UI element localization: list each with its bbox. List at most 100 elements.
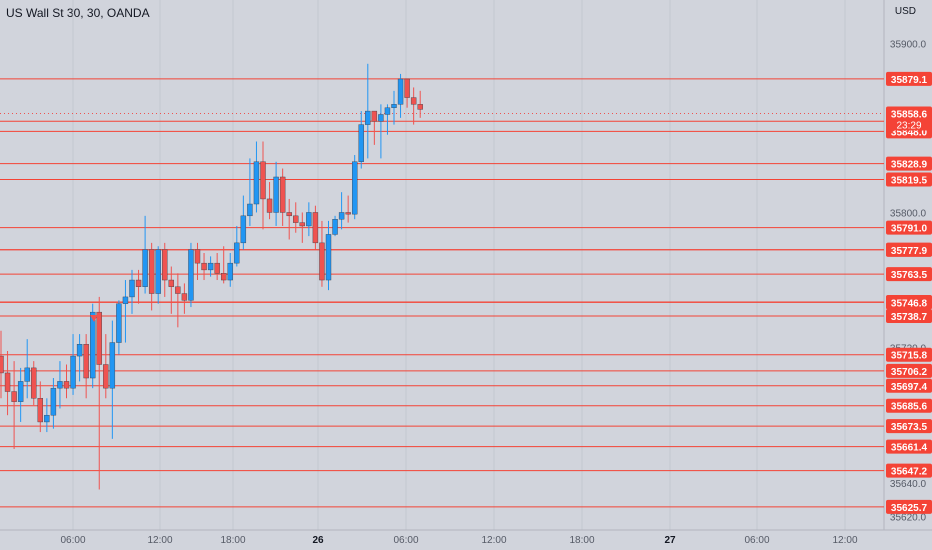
candle-body bbox=[57, 381, 63, 389]
price-axis[interactable]: 35900.035800.035720.035660.035640.035620… bbox=[886, 40, 932, 524]
candle-body bbox=[279, 176, 286, 213]
level-label-bg bbox=[886, 463, 932, 478]
time-label: 18:00 bbox=[569, 535, 594, 546]
time-label: 06:00 bbox=[744, 535, 769, 546]
level-label-bg bbox=[886, 172, 932, 187]
candle-body bbox=[116, 303, 122, 343]
level-label: 35647.2 bbox=[891, 467, 928, 478]
price-tick: 35620.0 bbox=[890, 513, 927, 524]
level-label: 35673.5 bbox=[891, 422, 928, 433]
candle-body bbox=[207, 262, 214, 271]
price-tick: 35900.0 bbox=[890, 40, 927, 51]
candle-body bbox=[142, 249, 148, 287]
level-label: 35625.7 bbox=[891, 503, 928, 514]
candle-body bbox=[404, 78, 410, 98]
candle-body bbox=[148, 249, 155, 294]
candle-body bbox=[63, 381, 70, 389]
candle-body bbox=[17, 381, 24, 402]
level-label: 35697.4 bbox=[891, 382, 928, 393]
candle-body bbox=[260, 161, 266, 200]
candle-body bbox=[175, 286, 181, 294]
candle-body bbox=[227, 262, 233, 281]
candle-body bbox=[319, 242, 325, 281]
candle-body bbox=[397, 78, 404, 105]
candle-body bbox=[273, 176, 279, 213]
candle-body bbox=[384, 107, 391, 115]
level-label: 35879.1 bbox=[891, 75, 928, 86]
candle-body bbox=[391, 104, 397, 108]
candle-body bbox=[253, 161, 260, 205]
price-tick: 35800.0 bbox=[890, 208, 927, 219]
level-label: 35706.2 bbox=[891, 367, 928, 378]
candle-body bbox=[24, 367, 30, 382]
current-price-label: 35858.6 bbox=[891, 109, 928, 120]
candle-body bbox=[135, 279, 142, 287]
candle-body bbox=[417, 104, 423, 110]
candle-body bbox=[214, 262, 220, 274]
time-label: 27 bbox=[664, 535, 676, 546]
candle-body bbox=[76, 344, 83, 357]
candle-body bbox=[345, 212, 351, 215]
candle-body bbox=[247, 203, 253, 217]
candle-body bbox=[201, 262, 207, 271]
time-label: 18:00 bbox=[220, 535, 245, 546]
candle-body bbox=[50, 387, 57, 416]
chart-title: US Wall St 30, 30, OANDA bbox=[6, 6, 150, 20]
current-price-label-bg bbox=[886, 106, 932, 131]
level-label: 35746.8 bbox=[891, 298, 928, 309]
level-label-bg bbox=[886, 71, 932, 86]
horizontal-levels bbox=[0, 78, 884, 508]
candle-body bbox=[410, 97, 417, 105]
candle-body bbox=[162, 249, 168, 281]
level-label: 35777.9 bbox=[891, 246, 928, 257]
candle-body bbox=[129, 279, 135, 298]
candle-body bbox=[109, 342, 116, 389]
candle-body bbox=[365, 110, 371, 125]
level-label-bg bbox=[886, 242, 932, 257]
candle-body bbox=[103, 364, 109, 389]
level-label-bg bbox=[886, 156, 932, 171]
candle-body bbox=[378, 114, 384, 122]
candle-body bbox=[181, 293, 188, 301]
candle-body bbox=[44, 414, 50, 423]
level-label-bg bbox=[886, 309, 932, 324]
level-label-bg bbox=[886, 347, 932, 362]
candle-body bbox=[96, 311, 102, 365]
level-label-bg bbox=[886, 439, 932, 454]
time-label: 06:00 bbox=[60, 535, 85, 546]
level-label: 35791.0 bbox=[891, 224, 928, 235]
candle-body bbox=[332, 219, 338, 235]
candle-body bbox=[0, 355, 4, 374]
candle-body bbox=[4, 372, 11, 392]
candle-body bbox=[371, 110, 378, 122]
candle-body bbox=[338, 212, 345, 220]
candle-body bbox=[11, 391, 17, 402]
level-label: 35848.0 bbox=[891, 127, 928, 138]
candle-body bbox=[89, 311, 96, 379]
level-label-bg bbox=[886, 295, 932, 310]
candle-body bbox=[155, 249, 161, 294]
countdown-label: 23:29 bbox=[896, 120, 921, 131]
grid bbox=[0, 0, 932, 531]
candle-body bbox=[37, 398, 43, 423]
level-label-bg bbox=[886, 419, 932, 434]
level-label: 35685.6 bbox=[891, 402, 928, 413]
level-label: 35661.4 bbox=[891, 443, 928, 454]
candle-body bbox=[234, 242, 240, 264]
level-label-bg bbox=[886, 267, 932, 282]
candle-body bbox=[194, 249, 201, 264]
candle-body bbox=[306, 212, 312, 227]
candle-body bbox=[293, 215, 299, 223]
candle-body bbox=[325, 234, 332, 281]
time-label: 12:00 bbox=[481, 535, 506, 546]
level-label-bg bbox=[886, 499, 932, 514]
level-label: 35763.5 bbox=[891, 270, 928, 281]
sell-signal-marker bbox=[90, 315, 98, 322]
candles bbox=[0, 63, 423, 490]
candle-body bbox=[299, 222, 305, 227]
time-axis[interactable]: 06:00 12:00 18:00 26 06:00 12:00 18:00 27 06:00 1… bbox=[60, 535, 857, 546]
candle-body bbox=[358, 124, 364, 162]
candle-body bbox=[70, 355, 76, 389]
candle-body bbox=[188, 249, 194, 301]
